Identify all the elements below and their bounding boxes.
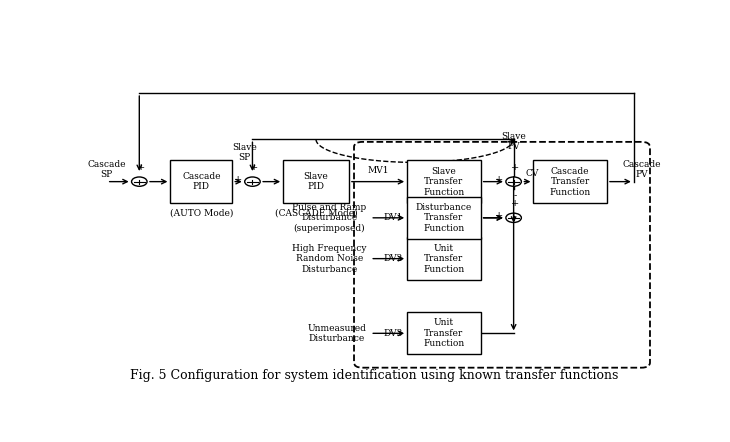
Bar — [407, 197, 480, 239]
Bar — [407, 160, 480, 203]
Text: +: + — [495, 175, 504, 184]
Text: -: - — [513, 192, 517, 201]
Text: Cascade
PV: Cascade PV — [622, 160, 661, 179]
Text: CV: CV — [526, 169, 539, 178]
Text: Slave
PV: Slave PV — [502, 132, 526, 151]
Text: DV1: DV1 — [384, 213, 403, 222]
Text: +: + — [234, 175, 242, 184]
Bar — [170, 160, 232, 203]
Bar — [534, 160, 607, 203]
Circle shape — [506, 213, 521, 222]
Text: (CASCADE Mode): (CASCADE Mode) — [274, 209, 357, 218]
Text: +: + — [137, 163, 145, 171]
Text: Unit
Transfer
Function: Unit Transfer Function — [423, 318, 464, 348]
Bar — [407, 312, 480, 354]
Circle shape — [245, 177, 260, 186]
Text: Unit
Transfer
Function: Unit Transfer Function — [423, 244, 464, 274]
Text: Cascade
Transfer
Function: Cascade Transfer Function — [550, 167, 591, 197]
Text: Disturbance
Transfer
Function: Disturbance Transfer Function — [416, 203, 472, 233]
Text: Slave
PID: Slave PID — [304, 172, 328, 191]
Text: High Frequency
Random Noise
Disturbance: High Frequency Random Noise Disturbance — [292, 244, 366, 274]
Text: MV1: MV1 — [367, 167, 389, 175]
Text: DV3: DV3 — [384, 329, 403, 338]
Text: Cascade
PID: Cascade PID — [182, 172, 220, 191]
Text: +: + — [250, 163, 258, 171]
Text: +: + — [495, 211, 504, 220]
Text: +: + — [511, 199, 519, 208]
Circle shape — [506, 177, 521, 186]
Text: Cascade
SP: Cascade SP — [88, 160, 126, 179]
Text: DV2: DV2 — [384, 254, 403, 263]
Text: +: + — [511, 163, 519, 171]
Text: (AUTO Mode): (AUTO Mode) — [169, 209, 233, 218]
Text: Slave
Transfer
Function: Slave Transfer Function — [423, 167, 464, 197]
Text: Pulse and Ramp
Disturbance
(superimposed): Pulse and Ramp Disturbance (superimposed… — [292, 203, 366, 233]
Bar — [283, 160, 349, 203]
Text: Fig. 5 Configuration for system identification using known transfer functions: Fig. 5 Configuration for system identifi… — [130, 369, 618, 382]
Circle shape — [131, 177, 147, 186]
Bar — [407, 237, 480, 280]
Text: Unmeasured
Disturbance: Unmeasured Disturbance — [307, 324, 366, 343]
Text: Slave
SP: Slave SP — [232, 143, 257, 162]
